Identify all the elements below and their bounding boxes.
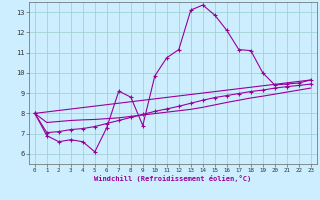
X-axis label: Windchill (Refroidissement éolien,°C): Windchill (Refroidissement éolien,°C)	[94, 175, 252, 182]
